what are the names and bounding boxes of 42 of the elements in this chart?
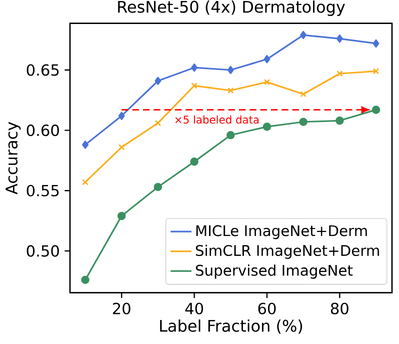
y-axis-title: Accuracy: [6, 122, 21, 194]
x-tick-label: 40: [185, 302, 204, 314]
point: [300, 30, 307, 40]
point: [191, 63, 198, 72]
legend-label: MICLe ImageNet+Derm: [196, 225, 367, 240]
point: [336, 116, 344, 125]
annotation: ×5 labeled data: [175, 115, 259, 124]
point: [117, 212, 126, 220]
point: [154, 120, 162, 126]
point: [372, 68, 380, 74]
x-tick-label: 20: [112, 302, 130, 314]
y-tick-label: 0.50: [26, 245, 59, 257]
point: [118, 112, 125, 120]
point: [299, 118, 308, 126]
legend-label: SimCLR ImageNet+Derm: [196, 244, 379, 259]
point: [300, 91, 306, 98]
point: [336, 34, 343, 43]
point: [82, 140, 89, 149]
x-axis-title: Label Fraction (%): [160, 319, 302, 334]
point: [336, 70, 343, 77]
point: [82, 179, 88, 186]
point: [264, 55, 270, 64]
x-tick-label: 60: [258, 302, 276, 314]
point: [226, 131, 235, 140]
point: [154, 182, 162, 192]
point: [154, 76, 162, 86]
point: [227, 66, 234, 74]
point: [262, 122, 272, 131]
point: [81, 276, 90, 284]
y-tick-label: 0.55: [26, 184, 59, 196]
point: [372, 106, 380, 114]
point: [190, 158, 198, 166]
y-tick-label: 0.60: [26, 124, 59, 136]
point: [372, 39, 380, 48]
x-tick-label: 80: [330, 302, 348, 314]
point: [228, 87, 234, 94]
point: [191, 82, 198, 89]
y-tick-label: 0.65: [26, 64, 59, 76]
point: [118, 144, 125, 150]
point: [264, 78, 270, 86]
legend-label: Supervised ImageNet: [196, 264, 353, 279]
chart-title: ResNet-50 (4x) Dermatology: [118, 0, 345, 16]
